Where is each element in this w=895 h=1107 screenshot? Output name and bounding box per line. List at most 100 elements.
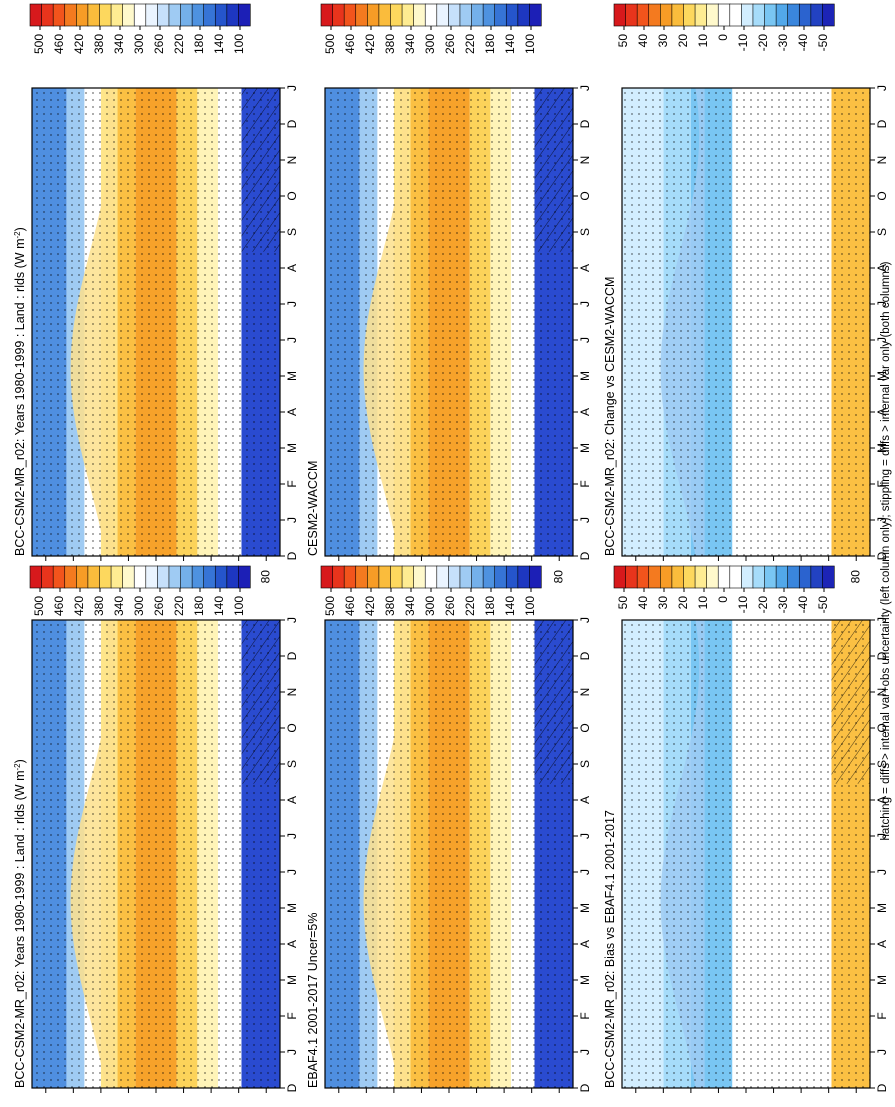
colorbar-swatch xyxy=(321,566,333,588)
colorbar-label: 180 xyxy=(483,34,497,54)
panel-field xyxy=(622,88,870,556)
colorbar-swatch xyxy=(483,566,495,588)
month-label: D xyxy=(578,551,592,560)
month-label: A xyxy=(285,796,299,804)
month-label: J xyxy=(578,85,592,91)
colorbar-swatch xyxy=(811,566,823,588)
colorbar-swatch xyxy=(99,4,111,26)
month-label: N xyxy=(875,156,889,165)
colorbar-swatch xyxy=(626,4,638,26)
colorbar-swatch xyxy=(741,566,753,588)
colorbar-label: 220 xyxy=(463,34,477,54)
panel-4: DJFMAMJJASONDJ8060°N20020°S6080BCC-CSM2-… xyxy=(603,617,889,1102)
colorbar-label: 180 xyxy=(483,596,497,616)
colorbar-swatch xyxy=(157,4,169,26)
colorbar-swatch xyxy=(437,4,449,26)
colorbar-label: 500 xyxy=(323,34,337,54)
month-label: J xyxy=(285,301,299,307)
colorbar-swatch xyxy=(42,566,54,588)
colorbar-swatch xyxy=(414,4,426,26)
colorbar-swatch xyxy=(367,566,379,588)
colorbar-swatch xyxy=(614,4,626,26)
colorbar-swatch xyxy=(134,4,146,26)
colorbar-swatch xyxy=(753,566,765,588)
colorbar-label: 460 xyxy=(343,596,357,616)
colorbar-swatch xyxy=(169,566,181,588)
colorbar-label: 300 xyxy=(132,596,146,616)
colorbar-swatch xyxy=(683,566,695,588)
colorbar-swatch xyxy=(181,4,193,26)
colorbar-label: 380 xyxy=(92,596,106,616)
colorbar-label: -40 xyxy=(796,34,810,52)
panel-title: BCC-CSM2-MR_r02: Bias vs EBAF4.1 2001-20… xyxy=(603,810,617,1088)
month-label: J xyxy=(578,869,592,875)
colorbar-label: 0 xyxy=(716,34,730,41)
colorbar-swatch xyxy=(472,4,484,26)
month-label: A xyxy=(285,264,299,272)
colorbar-swatch xyxy=(626,566,638,588)
hatching xyxy=(534,620,573,784)
colorbar-swatch xyxy=(637,4,649,26)
month-label: D xyxy=(875,119,889,128)
month-label: N xyxy=(285,688,299,697)
footnote: hatching = diffs > internal var+obs unce… xyxy=(880,261,892,840)
colorbar-swatch xyxy=(506,566,518,588)
colorbar-swatch xyxy=(76,566,88,588)
colorbar-label: 220 xyxy=(172,596,186,616)
colorbar-swatch xyxy=(695,4,707,26)
colorbar-swatch xyxy=(518,566,530,588)
month-label: M xyxy=(578,443,592,453)
colorbar-label: -10 xyxy=(736,34,750,52)
colorbar-swatch xyxy=(765,566,777,588)
colorbar-label: -20 xyxy=(756,596,770,614)
colorbar-swatch xyxy=(649,566,661,588)
month-label: J xyxy=(578,337,592,343)
panel-field xyxy=(32,88,280,556)
colorbar-swatch xyxy=(614,566,626,588)
colorbar-swatch xyxy=(390,566,402,588)
colorbar-label: 20 xyxy=(676,34,690,48)
colorbar-swatch xyxy=(390,4,402,26)
colorbar-label: 140 xyxy=(212,34,226,54)
title-main: EBAF4.1 2001-2017 Uncer=5% xyxy=(306,913,320,1088)
colorbar-swatch xyxy=(76,4,88,26)
colorbar-swatch xyxy=(192,566,204,588)
month-label: M xyxy=(285,903,299,913)
colorbar-swatch xyxy=(425,566,437,588)
colorbar-swatch xyxy=(123,566,135,588)
colorbar-swatch xyxy=(672,4,684,26)
colorbar-swatch xyxy=(529,566,541,588)
title-end: ) xyxy=(13,759,27,763)
month-label: J xyxy=(875,1049,889,1055)
colorbar-swatch xyxy=(765,4,777,26)
colorbar-label: 260 xyxy=(443,596,457,616)
panel-field xyxy=(325,88,573,556)
colorbar-swatch xyxy=(660,4,672,26)
colorbar-label: 260 xyxy=(152,34,166,54)
colorbar-label: -20 xyxy=(756,34,770,52)
colorbar-label: 420 xyxy=(363,34,377,54)
colorbar-swatch xyxy=(495,4,507,26)
colorbar-label: 460 xyxy=(343,34,357,54)
month-label: J xyxy=(285,833,299,839)
month-label: J xyxy=(285,517,299,523)
colorbar-label: 500 xyxy=(323,596,337,616)
month-label: D xyxy=(578,119,592,128)
month-label: M xyxy=(285,371,299,381)
month-label: M xyxy=(578,371,592,381)
colorbar-label: 340 xyxy=(112,596,126,616)
colorbar-label: 0 xyxy=(716,596,730,603)
month-label: M xyxy=(285,443,299,453)
month-label: J xyxy=(285,1049,299,1055)
month-label: D xyxy=(875,1083,889,1092)
month-label: A xyxy=(285,408,299,416)
colorbar-label: 30 xyxy=(656,596,670,610)
month-label: D xyxy=(578,1083,592,1092)
month-label: J xyxy=(285,337,299,343)
colorbar-swatch xyxy=(356,566,368,588)
colorbar-swatch xyxy=(192,4,204,26)
colorbar-swatch xyxy=(649,4,661,26)
colorbar-swatch xyxy=(65,566,77,588)
